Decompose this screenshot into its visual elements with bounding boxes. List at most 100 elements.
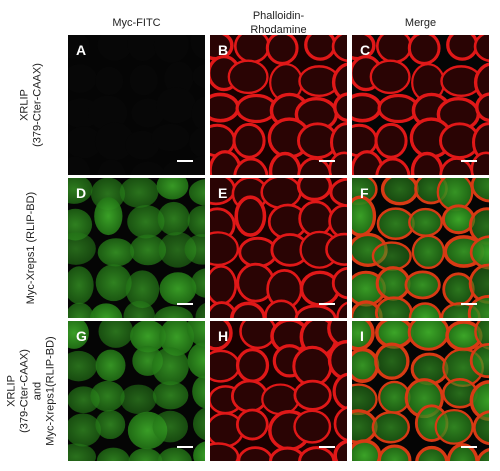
cell [95, 349, 126, 382]
cell [151, 347, 189, 386]
cell [68, 321, 89, 349]
cell [68, 266, 94, 305]
column-header: Rhodamine [250, 24, 306, 36]
cell [190, 35, 205, 60]
cell [261, 383, 300, 416]
cell [374, 122, 408, 159]
cell [210, 264, 238, 306]
cell [333, 439, 347, 461]
cell [187, 155, 205, 175]
cell [371, 241, 412, 271]
panel-letter: F [360, 185, 369, 201]
cell [336, 301, 347, 318]
cell [408, 207, 443, 237]
cell [187, 341, 205, 379]
cell [469, 342, 489, 379]
cell [210, 92, 240, 123]
panel-letter: G [76, 328, 87, 344]
cell [352, 347, 380, 384]
cell [97, 159, 126, 175]
cell [151, 123, 190, 152]
cell [192, 63, 205, 89]
cell [352, 92, 382, 123]
panel-letter: C [360, 42, 370, 58]
panel-letter: E [218, 185, 227, 201]
cell [352, 439, 382, 461]
cell [297, 156, 333, 175]
cell [127, 204, 165, 239]
cell [210, 301, 238, 318]
micrograph-panel [68, 321, 205, 461]
cell [210, 442, 240, 461]
cell [152, 410, 188, 443]
cell [377, 444, 412, 461]
cell [68, 302, 95, 318]
cell [210, 321, 233, 351]
cell [407, 35, 441, 65]
cell [331, 62, 347, 103]
row-label: (379-Cter-CAAX) [32, 63, 44, 147]
cell [94, 122, 135, 161]
cell [195, 302, 205, 318]
cell [467, 294, 489, 318]
panel-letter: D [76, 185, 86, 201]
micrograph-panel [68, 178, 205, 318]
cell [95, 66, 124, 96]
cell [296, 178, 333, 202]
cell [87, 95, 128, 131]
row-label: Myc-Xreps1 (RLIP-BD) [25, 192, 37, 304]
cell [293, 379, 332, 411]
cell [68, 350, 98, 382]
cell [376, 207, 415, 241]
cell [130, 161, 166, 175]
column-header: Merge [405, 17, 436, 29]
cell [473, 35, 489, 63]
cell [408, 302, 442, 318]
cell [68, 126, 102, 159]
cell [156, 87, 196, 124]
cell [210, 349, 241, 383]
cell [157, 447, 192, 461]
micrograph-panel [210, 178, 347, 318]
cell [131, 98, 165, 128]
cell [191, 96, 205, 131]
cell [470, 178, 489, 203]
cell [95, 409, 126, 440]
row-label: and [32, 382, 44, 400]
cell [119, 178, 159, 208]
cell [327, 339, 347, 381]
cell [156, 178, 189, 200]
cell [125, 270, 160, 309]
micrograph-panel [210, 35, 347, 175]
cell [229, 301, 267, 318]
cell [328, 151, 347, 175]
cell [329, 178, 347, 208]
cell [380, 178, 419, 206]
cell [439, 156, 475, 175]
cell [371, 411, 410, 444]
cell [157, 201, 190, 236]
cell [125, 130, 160, 160]
cell [186, 321, 205, 347]
cell [369, 59, 411, 95]
cell [260, 178, 302, 210]
row-label: XRLIP [19, 89, 31, 121]
cell [472, 410, 489, 446]
cell [446, 443, 479, 461]
cell [331, 266, 347, 300]
cell [375, 35, 413, 64]
cell [189, 126, 205, 159]
panel-letter: B [218, 42, 228, 58]
cell [293, 409, 332, 444]
cell [95, 264, 132, 302]
cell [265, 35, 299, 65]
micrograph-panel [352, 35, 489, 175]
cell [294, 304, 337, 318]
cell [96, 447, 130, 461]
cell [235, 347, 270, 383]
cell [239, 321, 277, 350]
cell [377, 93, 420, 124]
cell [327, 321, 347, 349]
cell [470, 151, 489, 175]
